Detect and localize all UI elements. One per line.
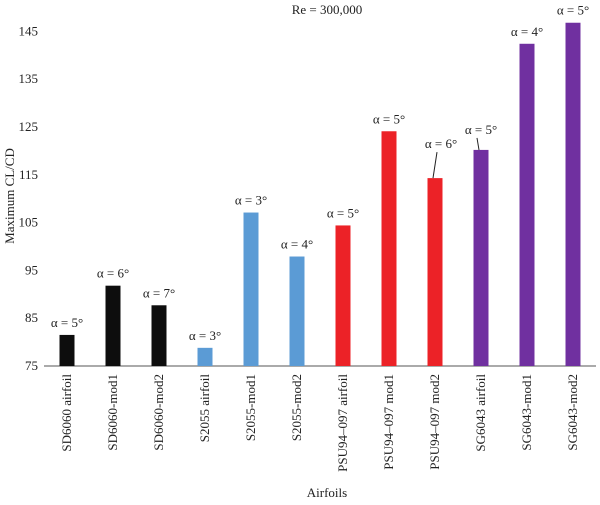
x-tick-labels: SD6060 airfoil SD6060-mod1 SD6060-mod2 S205…	[59, 374, 580, 472]
x-tick-label: SG6043 airfoil	[473, 374, 488, 452]
data-annotation: α = 5°	[373, 111, 405, 126]
x-tick-label: S2055-mod1	[243, 374, 258, 441]
y-tick-label: 115	[19, 167, 38, 182]
x-tick-label: PSU94–097 mod2	[427, 374, 442, 470]
data-annotation: α = 4°	[281, 237, 313, 252]
y-axis-label: Maximum CL/CD	[2, 148, 17, 244]
bars	[59, 22, 581, 366]
data-annotation: α = 6°	[97, 266, 129, 281]
data-annotation: α = 4°	[511, 24, 543, 39]
data-annotation: α = 3°	[235, 193, 267, 208]
y-tick-label: 145	[19, 23, 39, 38]
bar	[519, 43, 535, 366]
x-tick-label: SD6060-mod2	[151, 374, 166, 451]
bar	[335, 225, 351, 366]
chart-title: Re = 300,000	[292, 2, 363, 17]
y-tick-label: 75	[25, 358, 38, 373]
data-annotation: α = 6°	[425, 136, 457, 151]
data-annotation: α = 3°	[189, 328, 221, 343]
y-tick-label: 85	[25, 310, 38, 325]
y-tick-label: 95	[25, 262, 38, 277]
bar	[151, 305, 167, 366]
annotation-leader-line	[432, 152, 438, 179]
bar	[59, 334, 75, 366]
x-tick-label: PSU94–097 mod1	[381, 374, 396, 470]
bar	[197, 347, 213, 366]
bar	[289, 256, 305, 366]
annotation-leader-line	[476, 137, 480, 150]
bar	[473, 149, 489, 366]
bar	[565, 22, 581, 366]
data-annotation: α = 5°	[557, 3, 589, 18]
x-tick-label: SD6060 airfoil	[59, 374, 74, 452]
bar	[243, 212, 259, 366]
data-annotations: α = 5° α = 6° α = 7° α = 3° α = 3° α = 4° α = …	[51, 3, 589, 343]
x-tick-label: S2055 airfoil	[197, 374, 212, 443]
data-annotation: α = 5°	[51, 315, 83, 330]
x-tick-label: SD6060-mod1	[105, 374, 120, 451]
x-tick-label: PSU94–097 airfoil	[335, 374, 350, 472]
y-tick-label: 105	[19, 215, 39, 230]
y-ticks: 75 85 95 105 115 125 135 145	[19, 23, 39, 373]
x-tick-label: SG6043-mod1	[519, 374, 534, 451]
data-annotation: α = 7°	[143, 285, 175, 300]
x-axis-label: Airfoils	[307, 485, 347, 500]
y-tick-label: 125	[19, 119, 39, 134]
x-tick-label: S2055-mod2	[289, 374, 304, 441]
bar	[381, 131, 397, 366]
bar	[427, 178, 443, 366]
data-annotation: α = 5°	[465, 122, 497, 137]
y-tick-label: 135	[19, 71, 39, 86]
data-annotation: α = 5°	[327, 205, 359, 220]
x-tick-label: SG6043-mod2	[565, 374, 580, 451]
bar	[105, 285, 121, 366]
